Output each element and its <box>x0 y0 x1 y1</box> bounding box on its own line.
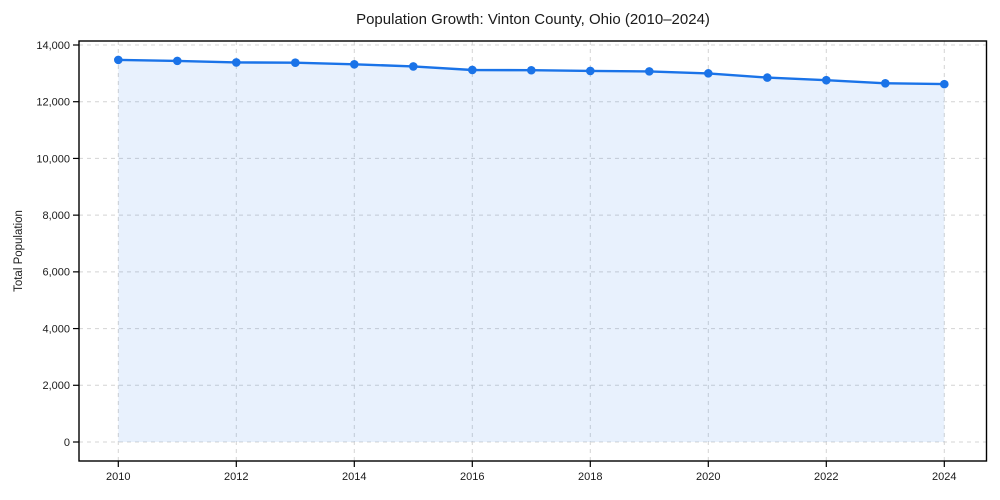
data-point <box>527 65 536 75</box>
x-tick-label: 2018 <box>578 471 602 483</box>
data-point <box>881 78 890 88</box>
x-tick-label: 2010 <box>106 471 130 483</box>
x-tick-label: 2012 <box>224 471 248 483</box>
data-point <box>114 55 123 65</box>
y-tick-label: 8,000 <box>42 210 70 222</box>
y-tick-label: 10,000 <box>36 153 70 165</box>
x-tick-label: 2014 <box>342 471 366 483</box>
y-tick-label: 6,000 <box>42 267 70 279</box>
x-tick-label: 2016 <box>460 471 484 483</box>
x-tick-label: 2024 <box>932 471 956 483</box>
data-point <box>940 79 949 89</box>
x-tick-label: 2022 <box>814 471 838 483</box>
data-point <box>350 59 359 69</box>
y-tick-label: 14,000 <box>36 40 70 52</box>
data-point <box>704 69 713 78</box>
data-point <box>586 66 595 76</box>
data-point <box>822 75 831 85</box>
y-tick-label: 4,000 <box>42 323 70 335</box>
axes-box <box>78 40 988 462</box>
y-tick-label: 0 <box>64 437 70 449</box>
data-point <box>173 56 182 66</box>
area-fill <box>118 59 945 443</box>
data-point <box>468 65 477 75</box>
chart-title: Population Growth: Vinton County, Ohio (… <box>356 11 710 28</box>
data-point <box>763 73 772 82</box>
data-point <box>291 58 300 68</box>
data-point <box>409 62 418 71</box>
y-tick-label: 2,000 <box>42 380 70 392</box>
data-point <box>645 67 654 76</box>
data-point <box>232 58 241 67</box>
x-tick-label: 2020 <box>696 471 720 483</box>
y-tick-label: 12,000 <box>36 97 70 109</box>
